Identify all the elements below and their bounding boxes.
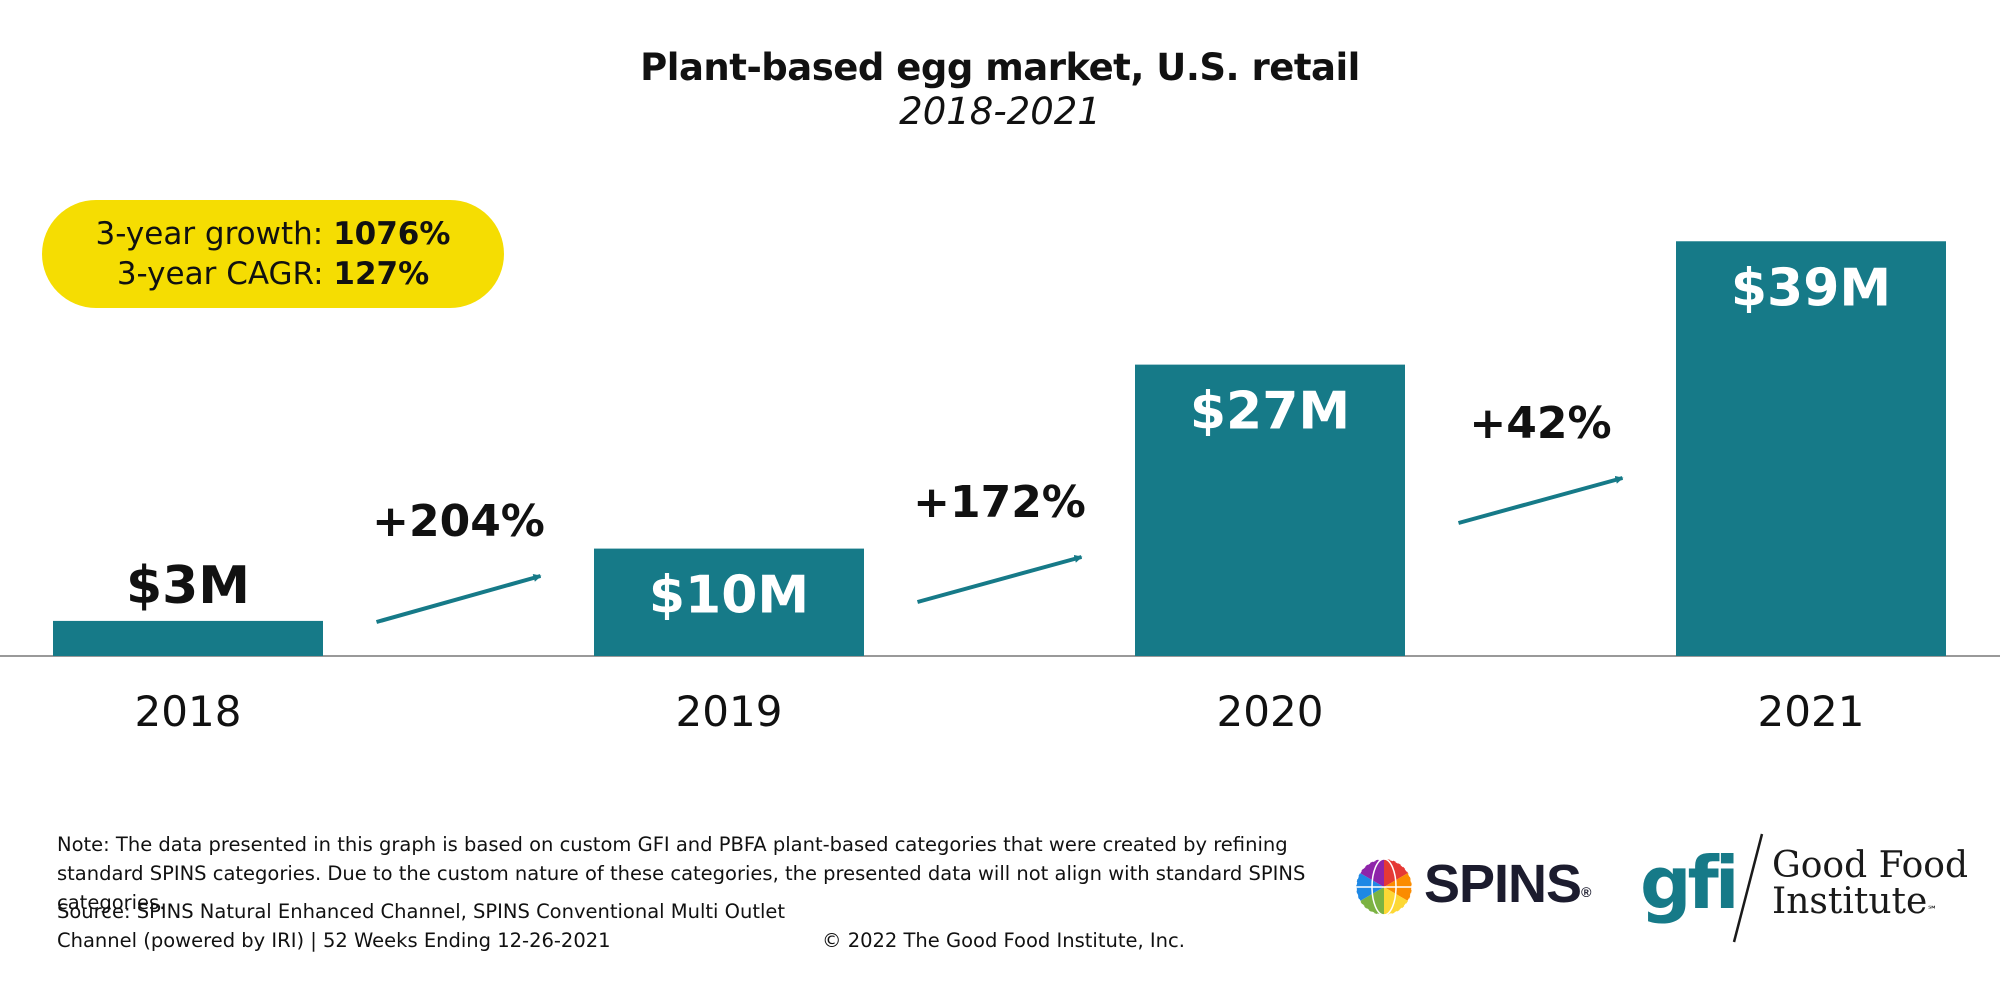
gfi-name-line-1: Good Food	[1772, 845, 1968, 886]
growth-label-3: +42%	[1469, 398, 1611, 449]
gfi-divider-slash	[1732, 833, 1764, 943]
bar-2020	[1135, 364, 1405, 656]
growth-line: 3-year growth: 1076%	[42, 214, 504, 254]
growth-label-1: +204%	[372, 496, 545, 547]
cagr-line: 3-year CAGR: 127%	[42, 254, 504, 294]
bar-chart: $3M 2018 $10M 2019 $27M 2020 $39M 2021 +204% +17…	[0, 241, 2000, 736]
bar-2018	[53, 620, 323, 656]
value-label-2020: $27M	[1190, 382, 1350, 442]
cagr-value: 127%	[333, 256, 430, 292]
copyright: © 2022 The Good Food Institute, Inc.	[822, 929, 1185, 952]
spins-wordmark: SPINS	[1424, 854, 1582, 914]
growth-label: 3-year growth:	[95, 216, 334, 252]
growth-value: 1076%	[333, 216, 451, 252]
source-note: Source: SPINS Natural Enhanced Channel, …	[57, 897, 817, 955]
value-label-2021: $39M	[1731, 258, 1891, 318]
footnote: Note: The data presented in this graph i…	[57, 833, 1306, 914]
growth-arrows-layer: +204% +172% +42%	[372, 398, 1624, 624]
growth-label-2: +172%	[913, 477, 1086, 528]
gfi-name-line-2-text: Institute	[1772, 881, 1928, 922]
gfi-logo-name: Good Food Institute℠	[1772, 848, 1968, 929]
chart-subtitle: 2018-2021	[899, 90, 1101, 133]
gfi-mark-text: gfi	[1640, 841, 1736, 925]
growth-summary-badge: 3-year growth: 1076% 3-year CAGR: 127%	[42, 200, 504, 308]
gfi-logo-mark: gfi	[1640, 841, 1740, 925]
bar-2021	[1676, 241, 1946, 656]
spins-logo-globe-icon	[1355, 858, 1413, 916]
growth-arrow-2	[916, 554, 1083, 604]
value-label-2019: $10M	[649, 566, 809, 626]
x-tick-label-2019: 2019	[676, 687, 783, 736]
gfi-service-mark: ℠	[1927, 905, 1938, 916]
source-line-1: Source: SPINS Natural Enhanced Channel, …	[57, 900, 786, 923]
cagr-label: 3-year CAGR:	[116, 256, 334, 292]
x-tick-label-2018: 2018	[135, 687, 242, 736]
bar-2019	[594, 548, 864, 656]
gfi-name-line-2: Institute℠	[1772, 884, 1968, 929]
source-line-2: Channel (powered by IRI) | 52 Weeks Endi…	[57, 929, 611, 952]
x-tick-label-2020: 2020	[1217, 687, 1324, 736]
registered-mark: ®	[1581, 884, 1592, 900]
growth-arrow-1	[375, 574, 542, 624]
spins-logo-text: SPINS®	[1424, 852, 1591, 916]
chart-title: Plant-based egg market, U.S. retail	[640, 46, 1360, 89]
value-label-2018: $3M	[126, 556, 250, 616]
growth-arrow-3	[1457, 475, 1624, 525]
x-tick-label-2021: 2021	[1758, 687, 1865, 736]
bars-layer: $3M 2018 $10M 2019 $27M 2020 $39M 2021	[53, 241, 1946, 736]
